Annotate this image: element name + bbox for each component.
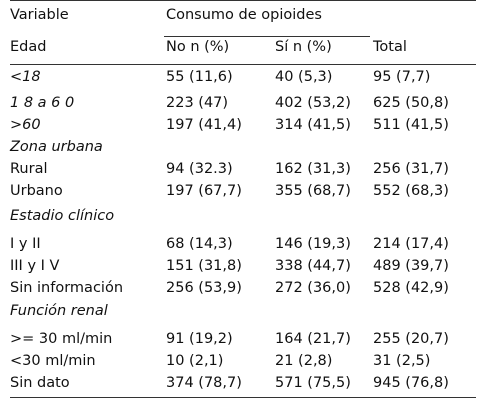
row-label: Rural	[10, 161, 48, 177]
row-label: III y I V	[10, 258, 60, 274]
header-variable: Variable	[10, 7, 69, 23]
header-si: Sí n (%)	[275, 39, 332, 55]
group-rule	[164, 36, 370, 37]
row-label: Sin información	[10, 280, 124, 296]
row-si: 314 (41,5)	[275, 117, 351, 133]
row-total: 256 (31,7)	[373, 161, 449, 177]
row-total: 528 (42,9)	[373, 280, 449, 296]
row-si: 402 (53,2)	[275, 95, 351, 111]
header-edad: Edad	[10, 39, 47, 55]
row-no: 197 (41,4)	[166, 117, 242, 133]
row-total: 489 (39,7)	[373, 258, 449, 274]
row-total: 945 (76,8)	[373, 375, 449, 391]
row-si: 272 (36,0)	[275, 280, 351, 296]
row-total: 511 (41,5)	[373, 117, 449, 133]
row-label: Urbano	[10, 183, 63, 199]
section-label-estadio-clinico: Estadio clínico	[10, 208, 115, 224]
header-rule	[10, 64, 476, 65]
row-si: 164 (21,7)	[275, 331, 351, 347]
row-label: <30 ml/min	[10, 353, 96, 369]
row-no: 256 (53,9)	[166, 280, 242, 296]
header-group: Consumo de opioides	[166, 7, 322, 23]
row-si: 571 (75,5)	[275, 375, 351, 391]
section-label-zona-urbana: Zona urbana	[10, 139, 103, 155]
row-si: 146 (19,3)	[275, 236, 351, 252]
row-si: 40 (5,3)	[275, 69, 333, 85]
row-no: 94 (32.3)	[166, 161, 233, 177]
row-no: 55 (11,6)	[166, 69, 233, 85]
row-total: 214 (17,4)	[373, 236, 449, 252]
row-label: I y II	[10, 236, 41, 252]
row-no: 223 (47)	[166, 95, 229, 111]
row-no: 68 (14,3)	[166, 236, 233, 252]
row-label: <18	[10, 69, 41, 85]
row-total: 255 (20,7)	[373, 331, 449, 347]
row-label: >60	[10, 117, 41, 133]
row-si: 338 (44,7)	[275, 258, 351, 274]
row-no: 91 (19,2)	[166, 331, 233, 347]
header-total: Total	[373, 39, 407, 55]
row-no: 197 (67,7)	[166, 183, 242, 199]
row-no: 151 (31,8)	[166, 258, 242, 274]
section-label-funcion-renal: Función renal	[10, 303, 108, 319]
bottom-rule	[10, 397, 476, 398]
row-si: 21 (2,8)	[275, 353, 333, 369]
row-total: 625 (50,8)	[373, 95, 449, 111]
row-label: 1 8 a 6 0	[10, 95, 75, 111]
row-no: 374 (78,7)	[166, 375, 242, 391]
row-si: 355 (68,7)	[275, 183, 351, 199]
row-si: 162 (31,3)	[275, 161, 351, 177]
row-total: 95 (7,7)	[373, 69, 431, 85]
row-total: 31 (2,5)	[373, 353, 431, 369]
row-label: Sin dato	[10, 375, 70, 391]
header-no: No n (%)	[166, 39, 230, 55]
top-rule	[10, 0, 476, 1]
row-label: >= 30 ml/min	[10, 331, 113, 347]
row-total: 552 (68,3)	[373, 183, 449, 199]
row-no: 10 (2,1)	[166, 353, 224, 369]
